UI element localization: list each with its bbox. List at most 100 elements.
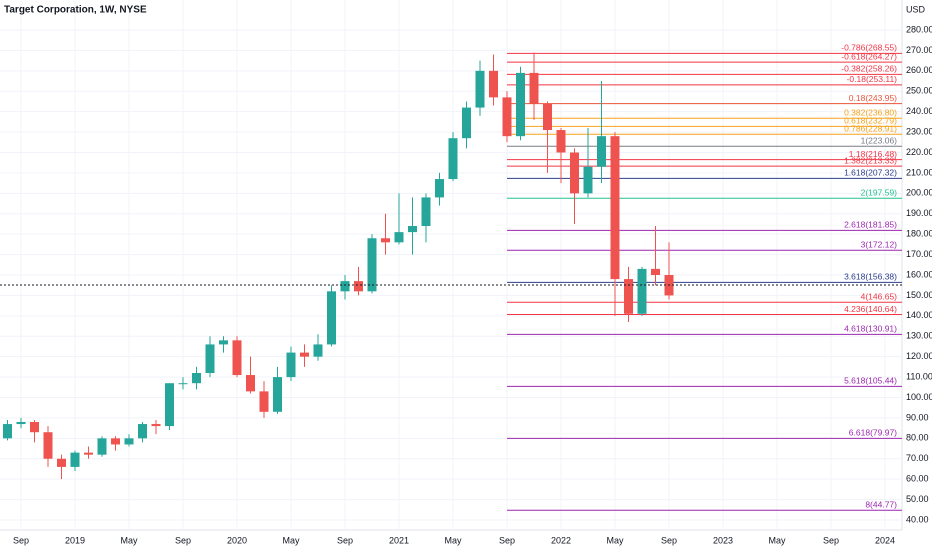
candle-body: [84, 452, 93, 455]
candle-body: [651, 268, 660, 275]
x-tick-label: May: [120, 535, 138, 545]
candle-body: [529, 72, 539, 104]
candle-body: [70, 452, 80, 467]
candle-body: [205, 344, 215, 373]
fib-label: 5.618(105.44): [844, 376, 897, 386]
y-tick-label: 210.00: [906, 167, 932, 177]
candle-body: [246, 375, 255, 392]
candle-body: [300, 352, 309, 357]
fib-label: 3(172.12): [861, 240, 898, 250]
candle-body: [3, 424, 12, 439]
x-tick-label: 2022: [551, 535, 571, 545]
fib-label: 2.618(181.85): [844, 220, 897, 230]
y-tick-label: 80.00: [906, 433, 929, 443]
y-tick-label: 250.00: [906, 86, 932, 96]
grid: [0, 0, 902, 530]
candle-body: [178, 383, 188, 385]
candle-body: [232, 340, 242, 376]
candle-body: [30, 422, 39, 433]
x-tick-label: May: [444, 535, 462, 545]
x-tick-label: 2020: [227, 535, 247, 545]
candle-body: [286, 352, 296, 378]
y-tick-label: 230.00: [906, 126, 932, 136]
y-tick-label: 50.00: [906, 494, 929, 504]
axes: 40.00 50.00 60.00 70.00 80.00 90.00 100.00 110.…: [13, 24, 932, 545]
y-tick-label: 120.00: [906, 351, 932, 361]
candle-body: [192, 373, 201, 384]
y-tick-label: 270.00: [906, 45, 932, 55]
candle-body: [219, 340, 228, 345]
fib-label: 8(44.77): [865, 500, 897, 510]
y-tick-label: 200.00: [906, 188, 932, 198]
x-tick-label: Sep: [337, 535, 353, 545]
candle-body: [354, 281, 363, 292]
y-tick-label: 160.00: [906, 269, 932, 279]
candle-body: [97, 438, 107, 455]
axis-unit: USD: [906, 4, 926, 14]
candle-body: [340, 281, 350, 292]
y-tick-label: 110.00: [906, 371, 932, 381]
fib-label: 4.236(140.64): [844, 304, 897, 314]
candle-body: [43, 432, 53, 459]
x-tick-label: Sep: [661, 535, 677, 545]
candle-body: [111, 438, 120, 445]
candle-body: [502, 97, 512, 137]
fib-label: 0.382(236.80): [844, 107, 897, 117]
candle-body: [165, 383, 174, 427]
candle-body: [151, 424, 161, 427]
candle-body: [381, 238, 390, 243]
candle-body: [556, 130, 566, 153]
x-tick-label: May: [282, 535, 300, 545]
x-tick-label: Sep: [13, 535, 29, 545]
y-tick-label: 100.00: [906, 392, 932, 402]
x-tick-label: May: [768, 535, 786, 545]
chart-title: Target Corporation, 1W, NYSE: [4, 5, 147, 16]
y-tick-label: 90.00: [906, 412, 929, 422]
y-tick-label: 240.00: [906, 106, 932, 116]
candle-body: [124, 438, 134, 445]
candle-body: [462, 107, 471, 139]
y-tick-label: 180.00: [906, 229, 932, 239]
candle-body: [367, 238, 377, 292]
x-tick-label: 2023: [713, 535, 733, 545]
candle-body: [516, 72, 525, 137]
candle-body: [259, 391, 269, 412]
candle-body: [138, 424, 147, 439]
candle-body: [448, 138, 458, 180]
candle-body: [597, 136, 606, 167]
fib-label: 1(223.06): [861, 136, 898, 146]
candle-body: [475, 70, 485, 108]
candle-body: [313, 344, 323, 357]
x-tick-label: Sep: [175, 535, 191, 545]
fib-label: 0.18(243.95): [849, 93, 897, 103]
candle-body: [57, 458, 66, 467]
fib-label: 1.618(207.32): [844, 168, 897, 178]
fib-label: 1.382(213.33): [844, 155, 897, 165]
candles: [0, 52, 902, 480]
fib-label: 4(146.65): [861, 292, 898, 302]
y-tick-label: 140.00: [906, 310, 932, 320]
fib-label: 2(197.59): [861, 188, 898, 198]
candle-body: [435, 179, 444, 198]
y-tick-label: 70.00: [906, 453, 929, 463]
y-tick-label: 220.00: [906, 147, 932, 157]
y-tick-label: 190.00: [906, 208, 932, 218]
candle-body: [408, 226, 417, 233]
candle-body: [273, 377, 282, 412]
y-tick-label: 40.00: [906, 514, 929, 524]
fib-levels: -0.786(268.55)-0.618(264.27) -0.382(258.2…: [507, 43, 902, 511]
y-tick-label: 150.00: [906, 290, 932, 300]
candle-body: [421, 197, 431, 226]
fib-label: 0.618(232.79): [844, 116, 897, 126]
x-tick-label: 2024: [875, 535, 895, 545]
y-tick-label: 60.00: [906, 474, 929, 484]
x-tick-label: 2021: [389, 535, 409, 545]
x-tick-label: Sep: [499, 535, 515, 545]
candle-body: [394, 232, 404, 243]
x-tick-label: 2019: [65, 535, 85, 545]
y-tick-label: 260.00: [906, 65, 932, 75]
fib-label: -0.382(258.26): [841, 64, 897, 74]
candle-body: [327, 291, 336, 345]
candle-body: [637, 268, 647, 314]
